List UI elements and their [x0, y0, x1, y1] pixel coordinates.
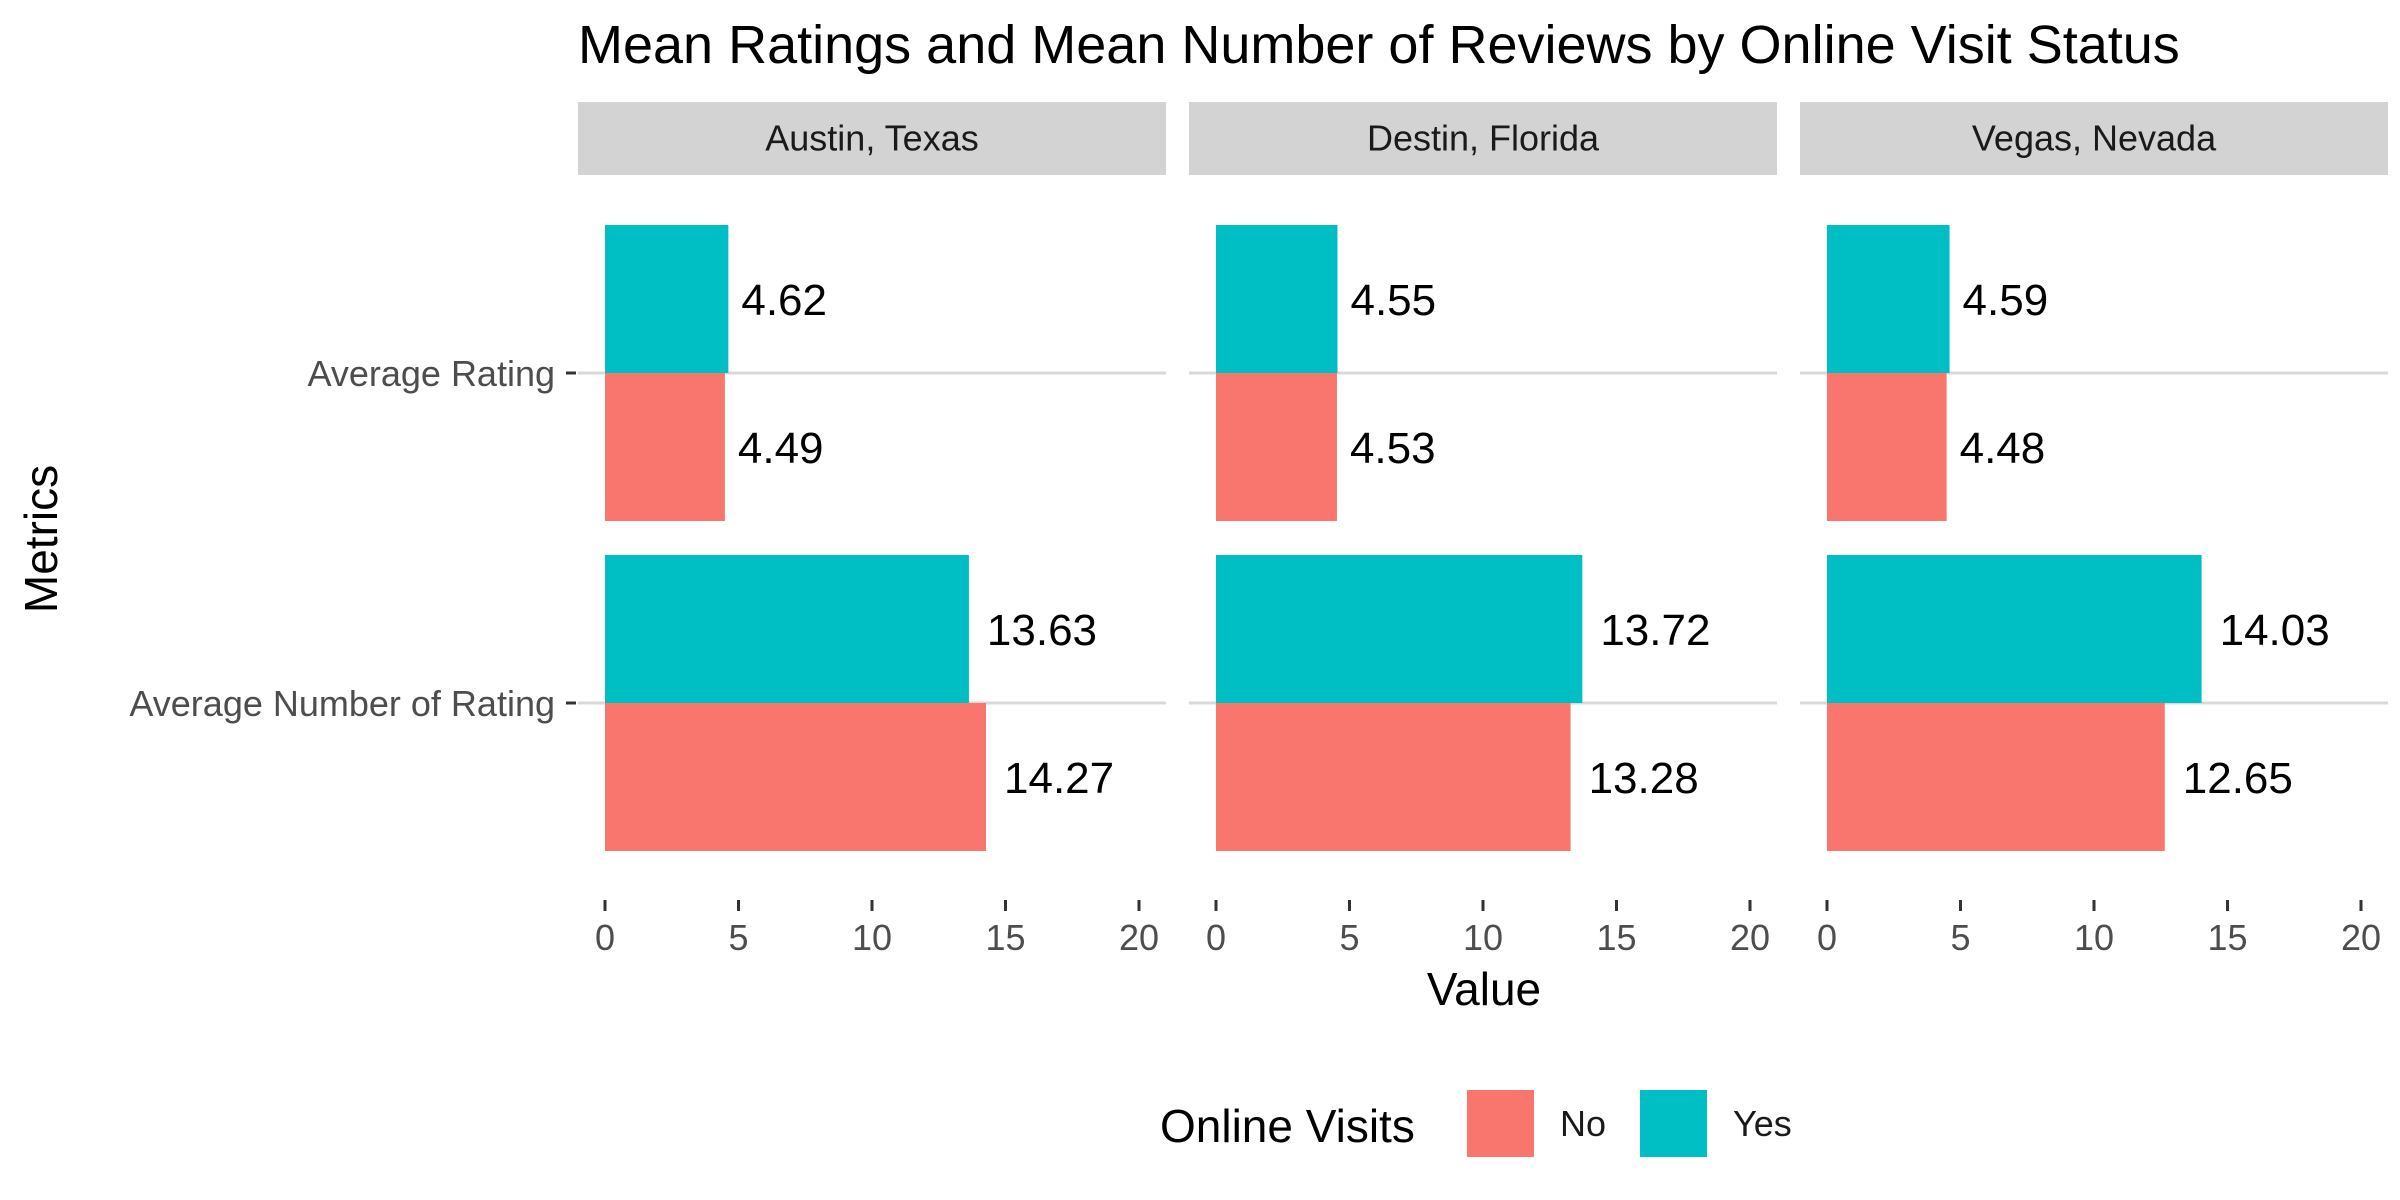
x-tick-label: 10: [1463, 917, 1503, 958]
legend: Online Visits No Yes: [1160, 1090, 1792, 1157]
facet-austin-texas: Austin, Texas 4.49 14.27 4.62 13.63 0 5 10 15 20: [578, 102, 1166, 958]
data-label: 4.53: [1350, 424, 1436, 473]
x-tick-label: 0: [595, 917, 615, 958]
x-tick-label: 15: [985, 917, 1025, 958]
legend-title: Online Visits: [1160, 1100, 1415, 1152]
data-label: 4.48: [1960, 424, 2046, 473]
x-tick-label: 20: [1730, 917, 1770, 958]
chart-title: Mean Ratings and Mean Number of Reviews …: [578, 15, 2180, 75]
y-tick-label-average-number-of-rating: Average Number of Rating: [129, 683, 555, 724]
bar-yes-average-rating: [1827, 225, 1950, 373]
facet-strip-label: Destin, Florida: [1367, 118, 1600, 159]
x-tick-label: 20: [2341, 917, 2381, 958]
bar-no-average-number-of-rating: [605, 703, 987, 851]
facet-strip: [1800, 102, 2388, 175]
x-tick-label: 5: [1950, 917, 1970, 958]
bar-yes-average-rating: [1216, 225, 1338, 373]
x-tick-label: 15: [1596, 917, 1636, 958]
data-label: 14.03: [2220, 606, 2330, 655]
bar-no-average-rating: [1216, 373, 1337, 521]
legend-label-no: No: [1560, 1103, 1606, 1144]
data-label: 13.63: [987, 606, 1097, 655]
legend-key-yes: [1640, 1090, 1707, 1157]
legend-key-no: [1467, 1090, 1534, 1157]
data-label: 4.62: [741, 276, 827, 325]
y-axis: Average Rating Average Number of Rating: [129, 353, 576, 724]
bar-no-average-number-of-rating: [1827, 703, 2165, 851]
data-label: 12.65: [2183, 754, 2293, 803]
x-tick-label: 10: [852, 917, 892, 958]
bar-no-average-rating: [605, 373, 725, 521]
x-tick-label: 0: [1817, 917, 1837, 958]
x-axis-title: Value: [1427, 963, 1541, 1015]
bar-yes-average-rating: [605, 225, 729, 373]
data-label: 4.55: [1350, 276, 1436, 325]
bar-no-average-number-of-rating: [1216, 703, 1571, 851]
y-tick-label-average-rating: Average Rating: [308, 353, 556, 394]
facet-strip: [1189, 102, 1777, 175]
bar-yes-average-number-of-rating: [1827, 555, 2202, 703]
data-label: 4.59: [1963, 276, 2049, 325]
data-label: 14.27: [1004, 754, 1114, 803]
bar-no-average-rating: [1827, 373, 1947, 521]
x-tick-label: 5: [728, 917, 748, 958]
legend-label-yes: Yes: [1733, 1103, 1792, 1144]
x-tick-label: 5: [1339, 917, 1359, 958]
facet-destin-florida: Destin, Florida 4.53 13.28 4.55 13.72 0 5 10 15 2…: [1189, 102, 1777, 958]
x-tick-label: 10: [2074, 917, 2114, 958]
x-tick-label: 15: [2207, 917, 2247, 958]
data-label: 13.72: [1600, 606, 1710, 655]
data-label: 4.49: [738, 424, 824, 473]
data-label: 13.28: [1589, 754, 1699, 803]
facet-strip-label: Austin, Texas: [765, 118, 978, 159]
bar-yes-average-number-of-rating: [605, 555, 969, 703]
facet-vegas-nevada: Vegas, Nevada 4.48 12.65 4.59 14.03 0 5 10 15 20: [1800, 102, 2388, 958]
facet-strip: [578, 102, 1166, 175]
x-tick-label: 0: [1206, 917, 1226, 958]
bar-yes-average-number-of-rating: [1216, 555, 1583, 703]
facet-strip-label: Vegas, Nevada: [1972, 118, 2217, 159]
x-tick-label: 20: [1119, 917, 1159, 958]
y-axis-title: Metrics: [15, 465, 67, 613]
